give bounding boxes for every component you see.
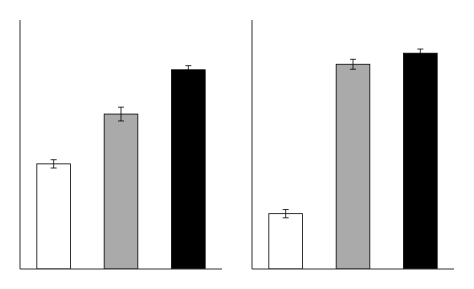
error-bar: [118, 107, 124, 121]
error-line: [353, 59, 354, 69]
bar: [37, 164, 71, 269]
error-cap: [350, 69, 356, 70]
error-line: [420, 49, 421, 57]
error-cap: [51, 159, 57, 160]
error-bar: [51, 160, 57, 168]
bar: [336, 64, 370, 269]
bar: [404, 53, 438, 269]
figure: [0, 0, 474, 289]
y-axis: [252, 20, 253, 269]
error-bar: [350, 59, 356, 69]
x-axis: [20, 269, 222, 270]
error-cap: [283, 217, 289, 218]
error-cap: [417, 57, 423, 58]
error-cap: [51, 168, 57, 169]
bar: [104, 114, 138, 269]
y-axis: [20, 20, 21, 269]
error-line: [53, 160, 54, 168]
error-bar: [417, 49, 423, 57]
error-bar: [185, 66, 191, 74]
marks: [269, 49, 437, 269]
error-line: [285, 210, 286, 218]
x-axis: [252, 269, 454, 270]
error-cap: [185, 65, 191, 66]
bar: [269, 214, 303, 269]
error-cap: [118, 120, 124, 121]
bar-panel: [20, 20, 222, 269]
error-cap: [118, 107, 124, 108]
error-cap: [350, 59, 356, 60]
bar-panel: [252, 20, 454, 269]
error-line: [121, 107, 122, 121]
error-line: [188, 66, 189, 74]
error-cap: [185, 73, 191, 74]
error-cap: [417, 49, 423, 50]
chart-root: [0, 0, 474, 289]
error-cap: [283, 209, 289, 210]
bar: [172, 70, 206, 269]
error-bar: [283, 210, 289, 218]
marks: [37, 66, 205, 269]
